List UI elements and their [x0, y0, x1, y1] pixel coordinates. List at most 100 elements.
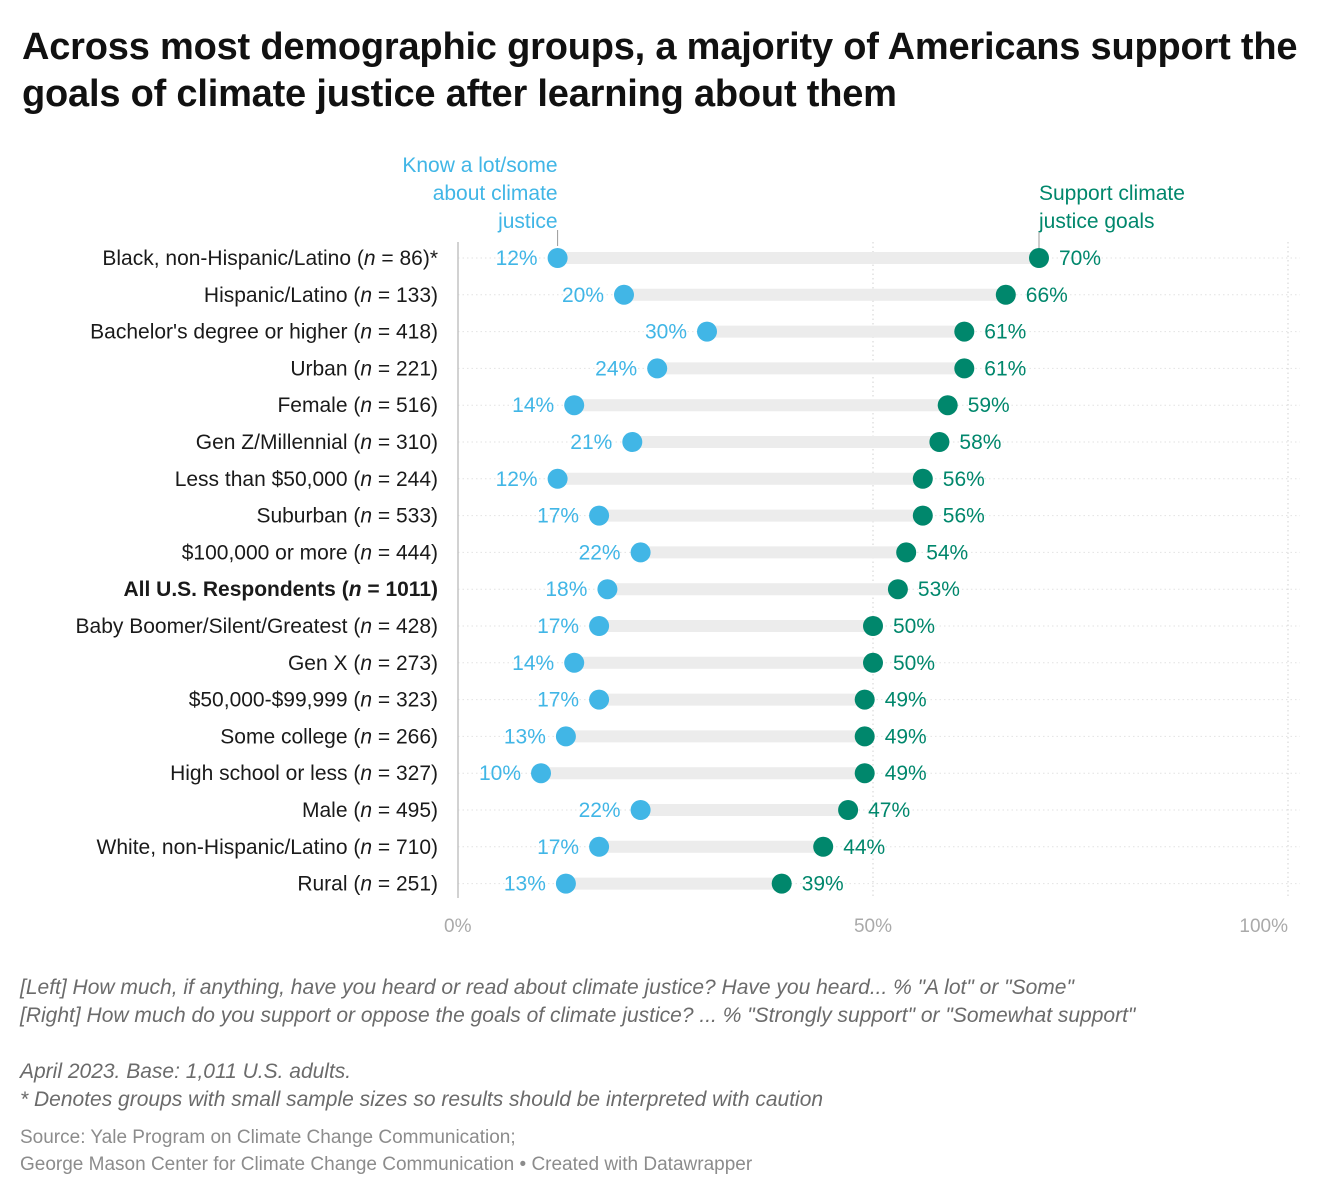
category-label: Urban (n = 221) [290, 357, 438, 380]
series-label-know: justice [497, 210, 558, 233]
dot-know [589, 616, 610, 636]
value-label-know: 17% [537, 615, 579, 638]
dot-support [896, 542, 917, 563]
value-label-support: 49% [885, 725, 927, 748]
note-right-question: [Right] How much do you support or oppos… [20, 1004, 1136, 1027]
category-label: Female (n = 516) [277, 394, 438, 417]
series-label-know: about climate [433, 182, 558, 205]
dot-support [854, 689, 875, 710]
dot-know [564, 652, 585, 673]
dot-know [589, 836, 610, 857]
category-label: Male (n = 495) [302, 799, 438, 822]
category-label: Hispanic/Latino (n = 133) [204, 284, 438, 307]
note-left-question: [Left] How much, if anything, have you h… [20, 976, 1074, 999]
value-label-support: 44% [843, 836, 885, 859]
dot-support [863, 652, 883, 673]
note-caution: * Denotes groups with small sample sizes… [20, 1088, 824, 1111]
category-label: Black, non-Hispanic/Latino (n = 86)* [102, 247, 438, 270]
value-label-support: 66% [1026, 284, 1068, 307]
dot-support [954, 358, 975, 379]
category-label: Gen X (n = 273) [288, 652, 438, 675]
dot-know [697, 321, 717, 342]
value-label-support: 56% [943, 468, 985, 491]
value-label-know: 12% [496, 468, 538, 491]
value-label-know: 13% [504, 725, 546, 748]
chart-notes: [Left] How much, if anything, have you h… [20, 974, 1320, 1114]
dot-know [614, 284, 634, 305]
x-tick-label: 100% [1239, 916, 1288, 937]
value-label-know: 22% [579, 799, 621, 822]
category-label: Baby Boomer/Silent/Greatest (n = 428) [76, 615, 438, 638]
series-label-support: justice goals [1038, 210, 1155, 233]
category-label: Gen Z/Millennial (n = 310) [196, 431, 438, 454]
dot-support [929, 432, 950, 452]
value-label-know: 17% [537, 689, 579, 712]
dot-support [954, 321, 975, 342]
dot-know [555, 873, 576, 894]
value-label-know: 21% [570, 431, 612, 454]
dot-support [863, 616, 883, 636]
dot-support [912, 468, 933, 489]
dot-know [555, 726, 576, 747]
x-tick-label: 50% [854, 916, 892, 937]
value-label-support: 59% [968, 394, 1010, 417]
dot-know [622, 432, 643, 452]
category-label: White, non-Hispanic/Latino (n = 710) [97, 836, 438, 859]
category-label: Suburban (n = 533) [256, 505, 438, 528]
value-label-know: 18% [545, 578, 587, 601]
x-tick-label: 0% [444, 916, 472, 937]
value-label-know: 30% [645, 321, 687, 344]
category-label: High school or less (n = 327) [170, 762, 438, 785]
dot-support [813, 836, 834, 857]
category-label: Rural (n = 251) [297, 873, 438, 896]
category-label: All U.S. Respondents (n = 1011) [124, 578, 439, 601]
value-label-know: 14% [512, 394, 554, 417]
value-label-support: 70% [1059, 247, 1101, 270]
dot-support [1029, 248, 1049, 268]
dot-know [547, 248, 568, 268]
dot-know [597, 579, 618, 600]
dot-support [937, 395, 958, 416]
value-label-know: 17% [537, 836, 579, 859]
category-label: Less than $50,000 (n = 244) [175, 468, 438, 491]
dot-plot: 0% 50% 100% Know a lot/some about climate jus… [76, 154, 1300, 937]
dot-know [589, 505, 610, 526]
value-label-support: 58% [959, 431, 1001, 454]
dot-support [771, 873, 792, 894]
value-label-support: 50% [893, 652, 935, 675]
dot-know [589, 689, 610, 710]
dot-support [854, 726, 875, 747]
dot-support [887, 579, 908, 600]
value-label-support: 54% [926, 541, 968, 564]
value-label-support: 47% [868, 799, 910, 822]
dot-support [912, 505, 933, 526]
category-label: $50,000-$99,999 (n = 323) [189, 689, 438, 712]
source-line-2: George Mason Center for Climate Change C… [20, 1154, 753, 1175]
value-label-know: 12% [496, 247, 538, 270]
dot-know [630, 542, 651, 563]
series-label-know: Know a lot/some [402, 154, 557, 177]
source-line-1: Source: Yale Program on Climate Change C… [20, 1127, 516, 1148]
value-label-know: 20% [562, 284, 604, 307]
dot-support [838, 800, 859, 820]
value-label-support: 49% [885, 689, 927, 712]
value-label-know: 10% [479, 762, 521, 785]
value-label-know: 24% [595, 357, 637, 380]
chart-title: Across most demographic groups, a majori… [22, 26, 1298, 115]
category-label: Bachelor's degree or higher (n = 418) [90, 321, 438, 344]
category-label: Some college (n = 266) [220, 725, 438, 748]
value-label-support: 53% [918, 578, 960, 601]
value-label-know: 13% [504, 873, 546, 896]
value-label-know: 22% [579, 541, 621, 564]
dot-know [647, 358, 668, 379]
source-credit: Source: Yale Program on Climate Change C… [20, 1124, 1320, 1178]
value-label-support: 61% [984, 357, 1026, 380]
dot-know [630, 800, 651, 820]
series-label-support: Support climate [1039, 182, 1185, 205]
dot-know [547, 468, 568, 489]
value-label-support: 56% [943, 505, 985, 528]
value-label-know: 17% [537, 505, 579, 528]
note-date-base: April 2023. Base: 1,011 U.S. adults. [20, 1060, 352, 1083]
category-label: $100,000 or more (n = 444) [182, 541, 438, 564]
dot-support [854, 763, 875, 784]
